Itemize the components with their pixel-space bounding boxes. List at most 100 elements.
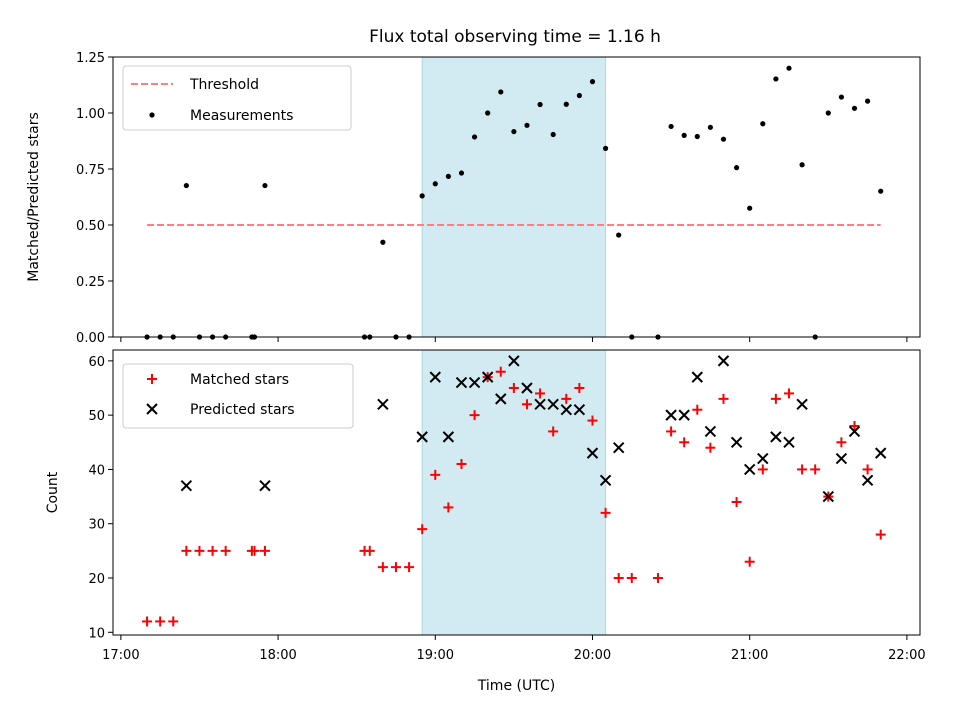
y-tick-label: 0.00 [76,331,105,346]
y-tick-label: 50 [88,409,105,424]
cross-stroke-b [796,398,808,410]
cross-stroke-b [861,474,874,486]
legend-measurements-swatch [149,112,155,118]
y-tick-label: 40 [88,463,105,478]
cross-stroke-b [822,490,835,503]
x-tick-label: 17:00 [102,648,139,663]
bottom-axes-frame [112,349,921,636]
predicted-star-point [259,480,271,492]
legend-matched-label: Matched stars [190,372,289,388]
cross-stroke-b [835,452,848,465]
cross-stroke-b [495,393,507,405]
predicted-star-point [861,474,874,486]
top-y-axis-label: Matched/Predicted stars [26,112,42,282]
y-tick-label: 1.00 [76,107,105,122]
predicted-star-point [377,398,389,410]
cross-stroke-b [783,436,795,448]
measurement-point [851,105,858,111]
matched-star-point [574,383,585,393]
matched-star-point [561,393,572,404]
bottom-legend-box [122,363,354,429]
legend-measurements-label: Measurements [190,108,293,124]
matched-star-point [718,393,729,404]
matched-star-point [783,388,794,399]
chart-title: Flux total observing time = 1.16 h [369,27,661,47]
matched-star-point [849,421,860,431]
matched-star-point [757,464,768,475]
predicted-star-point [495,393,507,405]
predicted-star-point [822,490,835,503]
bottom-legend: Matched stars Predicted stars [122,363,354,429]
predicted-star-point [717,355,730,367]
matched-star-point [181,545,192,556]
matched-star-point [797,464,808,475]
matched-star-point [249,545,260,556]
top-panel: 0.00 0.25 0.50 0.75 1.00 1.25 Matched/Predict… [26,51,921,346]
matched-star-point [810,464,821,475]
matched-star-point [443,502,454,513]
bottom-observing-window-shade [421,349,607,636]
matched-star-point [613,573,624,583]
y-tick-label: 10 [88,626,105,641]
bottom-y-axis-label: Count [45,471,61,513]
matched-star-point [679,437,690,448]
predicted-star-point [586,447,599,459]
cross-stroke-b [521,382,533,394]
top-legend: Threshold Measurements [122,65,352,131]
matched-star-point [862,464,873,475]
predicted-star-point [468,376,481,389]
cross-stroke-b [416,431,428,443]
measurement-point [707,124,713,130]
y-tick-label: 20 [88,572,105,587]
measurement-point [524,122,530,128]
legend-matched-swatch [147,374,157,384]
predicted-star-point [678,409,690,421]
predicted-star-point [848,425,861,438]
matched-star-point [521,399,532,410]
top-observing-window-shade [421,56,607,338]
matched-star-point [692,404,703,415]
matched-star-point [259,545,270,556]
matched-star-point [495,366,506,377]
predicted-star-point [455,376,468,389]
x-axis-label: Time (UTC) [477,678,555,694]
matched-star-point [469,410,480,421]
y-tick-label: 1.25 [76,51,105,66]
x-tick-label: 20:00 [574,648,611,663]
predicted-star-point [442,431,455,443]
cross-stroke-b [874,447,887,459]
measurement-point [471,134,478,140]
x-tick-label: 21:00 [731,648,768,663]
y-tick-label: 0.75 [76,163,105,178]
matched-star-point [220,545,231,556]
cross-stroke-b [180,480,193,492]
cross-stroke-b [612,442,625,454]
y-tick-label: 60 [88,355,105,370]
predicted-star-point [796,398,808,410]
measurement-point [602,145,609,151]
cross-stroke-b [429,371,441,383]
matched-star-point [390,562,401,573]
measurement-point [589,79,596,85]
matched-star-point [194,545,205,556]
measurement-point [838,94,844,100]
top-x-ticks [120,337,908,342]
matched-star-point [744,556,755,567]
matched-star-point [456,459,467,469]
legend-predicted-label: Predicted stars [190,402,295,418]
predicted-star-point [770,431,782,443]
matched-star-point [404,562,415,573]
predicted-star-point [481,371,494,383]
measurement-point [511,128,517,135]
observing-window-shade [421,56,607,338]
measurement-point [720,136,727,142]
measurement-point [864,98,871,104]
cross-stroke-b [547,398,559,410]
matched-star-point [600,507,611,518]
cross-stroke-b [259,480,271,492]
cross-stroke-b [678,409,690,421]
measurement-point [432,181,438,187]
predicted-star-point [665,409,677,421]
matched-star-point [155,616,166,627]
cross-stroke-b [665,409,677,421]
